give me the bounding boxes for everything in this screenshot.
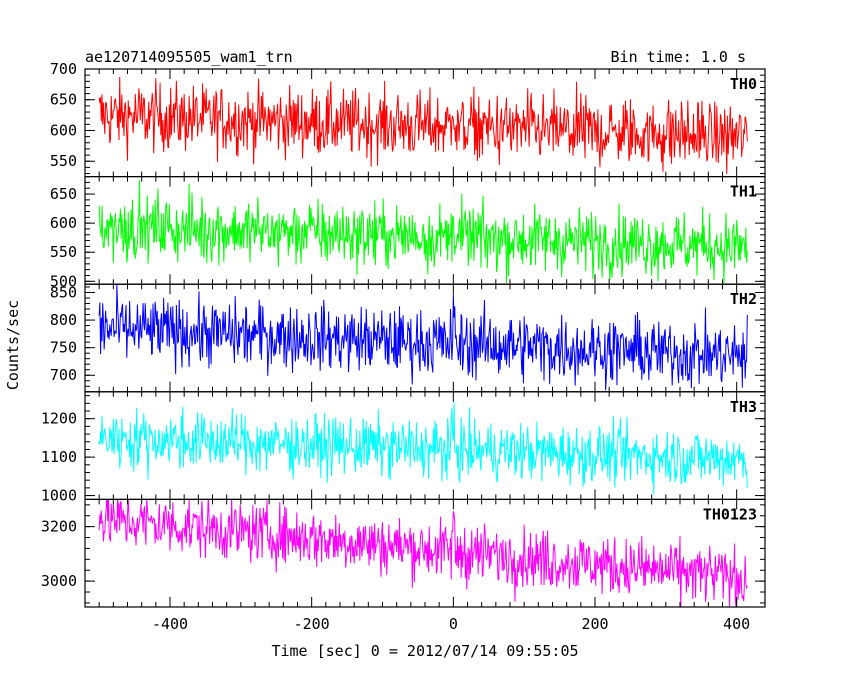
series-th0 [98, 76, 748, 174]
series-th1 [98, 180, 748, 284]
y-tick-label: 500 [50, 272, 77, 290]
panel-label-th0123: TH0123 [703, 505, 757, 523]
panel-label-th3: TH3 [730, 398, 757, 416]
y-axis-label: Counts/sec [4, 300, 22, 390]
panels-group: 550 600 650 700 TH0 500 550 600 650 TH1 700 750 800 8… [41, 60, 766, 633]
panel-th0123: 3000 3200 TH0123 [41, 498, 766, 608]
y-tick-label: 1000 [41, 487, 77, 505]
x-tick-label: -400 [152, 615, 188, 633]
y-tick-label: 550 [50, 243, 77, 261]
y-tick-label: 700 [50, 366, 77, 384]
series-th0123 [98, 499, 748, 607]
panel-th1: 500 550 600 650 TH1 [50, 176, 766, 290]
y-tick-label: 850 [50, 283, 77, 301]
y-tick-label: 700 [50, 60, 77, 78]
y-tick-label: 1100 [41, 448, 77, 466]
y-tick-label: 600 [50, 214, 77, 232]
panel-th2: 700 750 800 850 TH2 [50, 283, 766, 393]
y-tick-label: 3000 [41, 572, 77, 590]
chart-title: ae120714095505_wam1_trn [85, 48, 293, 66]
y-tick-label: 550 [50, 152, 77, 170]
panel-th3: 1000 1100 1200 TH3 [41, 391, 766, 505]
series-th3 [98, 401, 748, 495]
y-tick-label: 1200 [41, 410, 77, 428]
series-th2 [98, 284, 748, 391]
panel-label-th2: TH2 [730, 290, 757, 308]
panel-th0: 550 600 650 700 TH0 [50, 60, 766, 178]
y-tick-label: 3200 [41, 518, 77, 536]
y-tick-label: 800 [50, 311, 77, 329]
x-tick-label: 400 [723, 615, 750, 633]
bin-time-label: Bin time: 1.0 s [611, 48, 746, 66]
x-tick-label: -200 [294, 615, 330, 633]
y-tick-label: 650 [50, 91, 77, 109]
y-tick-label: 650 [50, 185, 77, 203]
panel-label-th1: TH1 [730, 183, 757, 201]
x-axis-label: Time [sec] 0 = 2012/07/14 09:55:05 [271, 642, 578, 660]
y-tick-label: 750 [50, 339, 77, 357]
panel-label-th0: TH0 [730, 75, 757, 93]
y-tick-label: 600 [50, 121, 77, 139]
x-tick-label: 200 [581, 615, 608, 633]
x-tick-label: 0 [449, 615, 458, 633]
